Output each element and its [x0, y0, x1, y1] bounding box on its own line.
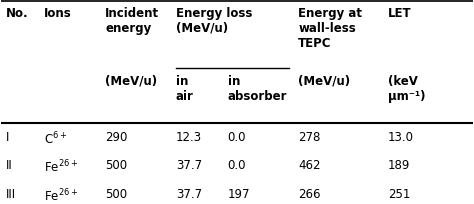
Text: Ions: Ions [44, 7, 72, 20]
Text: 290: 290 [105, 130, 128, 143]
Text: in
absorber: in absorber [228, 74, 287, 102]
Text: 0.0: 0.0 [228, 158, 246, 171]
Text: II: II [6, 158, 13, 171]
Text: 462: 462 [298, 158, 321, 171]
Text: 500: 500 [105, 158, 127, 171]
Text: Fe$^{26+}$: Fe$^{26+}$ [44, 158, 78, 174]
Text: (keV
μm⁻¹): (keV μm⁻¹) [388, 74, 425, 102]
Text: 197: 197 [228, 187, 250, 200]
Text: No.: No. [6, 7, 29, 20]
Text: 13.0: 13.0 [388, 130, 414, 143]
Text: in
air: in air [176, 74, 193, 102]
Text: 500: 500 [105, 187, 127, 200]
Text: 0.0: 0.0 [228, 130, 246, 143]
Text: C$^{6+}$: C$^{6+}$ [44, 130, 67, 146]
Text: Energy at
wall-less
TEPC: Energy at wall-less TEPC [298, 7, 362, 49]
Text: 266: 266 [298, 187, 321, 200]
Text: 37.7: 37.7 [176, 187, 202, 200]
Text: (MeV/u): (MeV/u) [298, 74, 350, 87]
Text: 37.7: 37.7 [176, 158, 202, 171]
Text: 12.3: 12.3 [176, 130, 202, 143]
Text: (MeV/u): (MeV/u) [105, 74, 157, 87]
Text: Fe$^{26+}$: Fe$^{26+}$ [44, 187, 78, 204]
Text: 278: 278 [298, 130, 320, 143]
Text: Energy loss
(MeV/u): Energy loss (MeV/u) [176, 7, 252, 34]
Text: 251: 251 [388, 187, 410, 200]
Text: III: III [6, 187, 16, 200]
Text: Incident
energy: Incident energy [105, 7, 159, 34]
Text: LET: LET [388, 7, 411, 20]
Text: I: I [6, 130, 9, 143]
Text: 189: 189 [388, 158, 410, 171]
